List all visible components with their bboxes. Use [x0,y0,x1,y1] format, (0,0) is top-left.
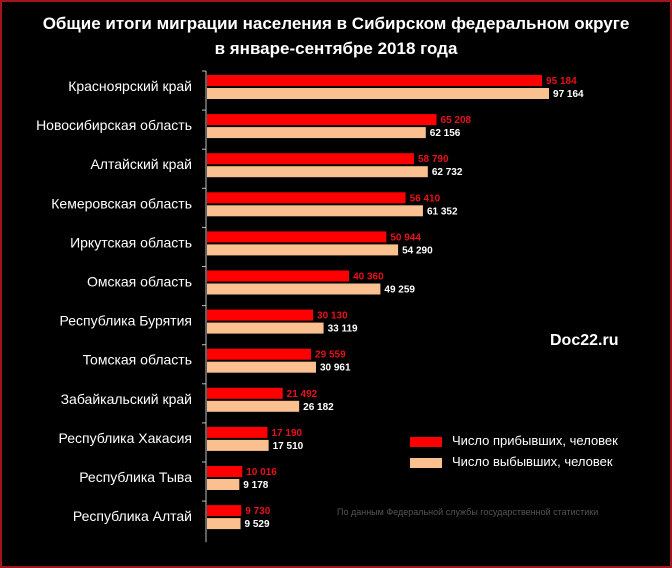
bar-arrivals [207,114,437,126]
category-label: Республика Хакасия [59,430,192,446]
data-label-departures: 9 529 [245,519,270,530]
data-label-departures: 33 119 [328,324,358,335]
data-label-departures: 62 732 [432,167,463,178]
data-label-departures: 30 961 [320,363,351,374]
legend-label-departures: Число выбывших, человек [452,454,613,469]
bar-departures [207,479,240,490]
legend-item-arrivals: Число прибывших, человек [410,433,618,448]
category-label: Республика Бурятия [60,313,192,329]
legend-item-departures: Число выбывших, человек [410,454,613,469]
data-label-departures: 49 259 [384,285,415,296]
data-label-arrivals: 40 360 [353,272,384,283]
data-label-arrivals: 21 492 [287,389,318,400]
data-label-arrivals: 17 190 [272,428,303,439]
chart-title-line-1: Общие итоги миграции населения в Сибирск… [42,14,630,33]
data-label-departures: 97 164 [553,89,584,100]
bar-departures [207,205,423,217]
bar-departures [207,400,300,412]
data-label-arrivals: 9 730 [245,506,270,517]
data-label-departures: 26 182 [303,402,334,413]
data-label-departures: 17 510 [273,441,304,452]
category-label: Иркутская область [70,234,192,250]
bar-arrivals [207,426,268,438]
legend-label-arrivals: Число прибывших, человек [452,433,618,448]
bar-arrivals [207,387,283,399]
category-label: Омская область [87,274,192,290]
data-label-arrivals: 50 944 [390,232,421,243]
legend-swatch-departures [410,457,442,468]
data-label-departures: 61 352 [427,206,458,217]
data-label-departures: 54 290 [402,245,433,256]
category-label: Кемеровская область [51,195,192,211]
category-label: Республика Тыва [79,469,192,485]
watermark: Doc22.ru [550,332,619,349]
bar-arrivals [207,231,387,243]
category-label: Алтайский край [90,156,192,172]
bar-arrivals [207,309,314,321]
category-label: Республика Алтай [73,508,192,524]
bar-departures [207,361,316,373]
data-label-departures: 9 178 [243,480,268,491]
bar-arrivals [207,505,242,517]
category-label: Новосибирская область [36,117,192,133]
legend-swatch-arrivals [410,436,442,447]
data-label-arrivals: 65 208 [441,115,472,126]
bar-departures [207,283,381,295]
bar-arrivals [207,348,312,360]
chart-title-line-2: в январе-сентябре 2018 года [214,39,458,58]
data-label-arrivals: 56 410 [410,193,441,204]
bar-departures [207,322,324,334]
data-label-arrivals: 29 559 [315,350,346,361]
bar-departures [207,244,399,256]
category-label: Красноярский край [68,78,192,94]
bar-arrivals [207,153,414,165]
bar-departures [207,439,269,451]
bar-arrivals [207,270,350,282]
bar-departures [207,518,241,530]
bar-arrivals [207,192,406,204]
bar-departures [207,88,550,99]
source-note: По данным Федеральной службы государстве… [337,507,599,517]
category-label: Томская область [83,352,192,368]
data-label-arrivals: 30 130 [317,311,348,322]
bar-arrivals [207,466,243,477]
category-label: Забайкальский край [61,391,192,407]
data-label-departures: 62 156 [430,128,461,139]
data-label-arrivals: 58 790 [418,154,449,165]
bar-arrivals [207,75,543,86]
data-label-arrivals: 10 016 [246,467,277,478]
bar-departures [207,127,426,139]
data-label-arrivals: 95 184 [546,76,577,87]
bar-departures [207,166,428,178]
